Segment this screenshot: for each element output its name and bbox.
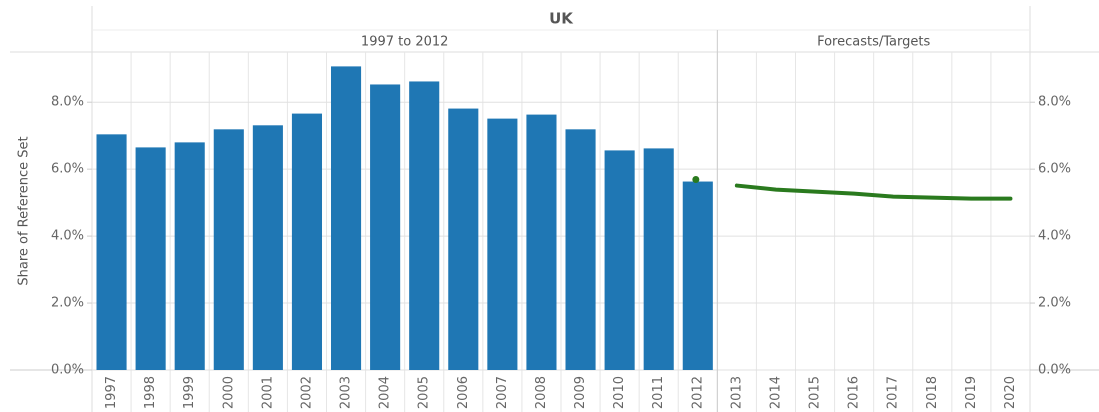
bar [96,134,127,370]
x-tick-label: 2003 [339,376,354,409]
x-tick-label: 2017 [886,376,901,409]
y-tick-label: 6.0% [51,162,84,177]
chart-title: UK [549,10,574,28]
x-tick-label: 2015 [808,376,823,409]
x-tick-label: 2005 [417,376,432,409]
x-tick-label: 2018 [925,376,940,409]
bar [448,108,479,370]
x-tick-label: 2014 [768,376,783,409]
bar [409,81,440,370]
x-tick-label: 2011 [651,376,666,409]
bar [135,147,166,370]
bar [526,114,557,370]
x-tick-label: 2016 [847,376,862,409]
point [692,176,700,184]
y-axis-title: Share of Reference Set [17,136,32,285]
y-tick-label: 4.0% [51,229,84,244]
line [734,183,1013,201]
bar [252,125,283,370]
panel-label: 1997 to 2012 [361,35,448,50]
x-tick-label: 2004 [378,376,393,409]
x-tick-label: 2013 [729,376,744,409]
panel-label: Forecasts/Targets [817,35,930,50]
y2-tick-label: 6.0% [1038,162,1071,177]
bar [370,84,401,370]
x-tick-label: 1999 [182,376,197,409]
bar [604,150,635,370]
y2-tick-label: 0.0% [1038,363,1071,378]
x-tick-label: 1998 [143,376,158,409]
x-tick-label: 2006 [456,376,471,409]
x-tick-label: 2008 [534,376,549,409]
bar [643,148,674,370]
y-tick-label: 2.0% [51,296,84,311]
x-tick-label: 2002 [299,376,314,409]
bar [174,142,205,370]
x-tick-label: 2012 [690,376,705,409]
y2-tick-label: 8.0% [1038,95,1071,110]
x-tick-label: 2020 [1003,376,1018,409]
x-tick-label: 2010 [612,376,627,409]
bar [682,181,713,370]
y-tick-label: 0.0% [51,363,84,378]
x-tick-label: 2019 [964,376,979,409]
y2-tick-label: 2.0% [1038,296,1071,311]
bar [565,129,596,370]
x-tick-label: 2000 [221,376,236,409]
x-tick-label: 2007 [495,376,510,409]
bar [487,118,518,370]
y2-tick-label: 4.0% [1038,229,1071,244]
x-tick-label: 1997 [104,376,119,409]
x-tick-label: 2009 [573,376,588,409]
bar [213,129,244,370]
y-tick-label: 8.0% [51,95,84,110]
bar [291,113,323,370]
x-tick-label: 2001 [260,376,275,409]
bar [330,66,362,371]
